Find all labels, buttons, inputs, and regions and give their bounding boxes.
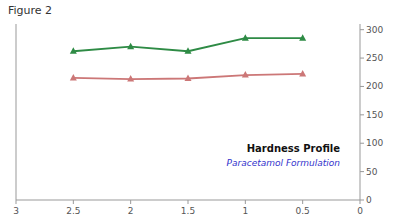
chart: Figure 2 3 2.5 2 1.5 1 0.5 00 50 100 150 200 250 300 H…: [0, 0, 400, 223]
y-tick-label: 50: [366, 167, 378, 177]
marker: [242, 34, 249, 41]
y-tick: [360, 29, 364, 30]
y-tick: [360, 143, 364, 144]
marker: [185, 75, 192, 82]
annotation: Hardness Profile: [247, 143, 340, 154]
x-tick: [130, 200, 131, 204]
x-tick: [16, 200, 17, 204]
x-tick-label: 1.5: [181, 206, 195, 216]
y-tick: [360, 86, 364, 87]
left-axis-line: [16, 24, 17, 200]
y-tick-label: 0: [366, 195, 372, 205]
y-tick-label: 300: [366, 25, 383, 35]
plot-area: [70, 34, 306, 81]
y-tick: [360, 200, 364, 201]
y-tick: [360, 171, 364, 172]
marker: [299, 34, 306, 41]
x-tick: [245, 200, 246, 204]
chart-container: Figure 2 3 2.5 2 1.5 1 0.5 00 50 100 150 200 250 300 H…: [0, 0, 400, 223]
marker: [185, 47, 192, 54]
x-tick-label: 2.5: [66, 206, 80, 216]
y-axis-line: [360, 24, 361, 200]
y-tick: [360, 58, 364, 59]
background: [0, 0, 400, 223]
y-tick: [360, 114, 364, 115]
marker: [70, 47, 77, 54]
x-tick-label: 0.5: [296, 206, 310, 216]
x-tick: [302, 200, 303, 204]
x-tick-label: 1: [242, 206, 248, 216]
marker: [127, 75, 134, 82]
y-tick-label: 150: [366, 110, 383, 120]
marker: [242, 71, 249, 78]
y-tick-label: 200: [366, 81, 383, 91]
x-tick-label: 0: [357, 206, 363, 216]
marker: [299, 70, 306, 77]
annotation: Paracetamol Formulation: [227, 158, 341, 168]
x-tick: [73, 200, 74, 204]
x-tick-label: 3: [13, 206, 19, 216]
marker: [70, 74, 77, 81]
marker: [127, 43, 134, 50]
x-tick: [188, 200, 189, 204]
y-tick-label: 100: [366, 138, 383, 148]
y-tick-label: 250: [366, 53, 383, 63]
x-tick-label: 2: [128, 206, 134, 216]
title: Figure 2: [8, 4, 52, 17]
x-tick: [360, 200, 361, 204]
